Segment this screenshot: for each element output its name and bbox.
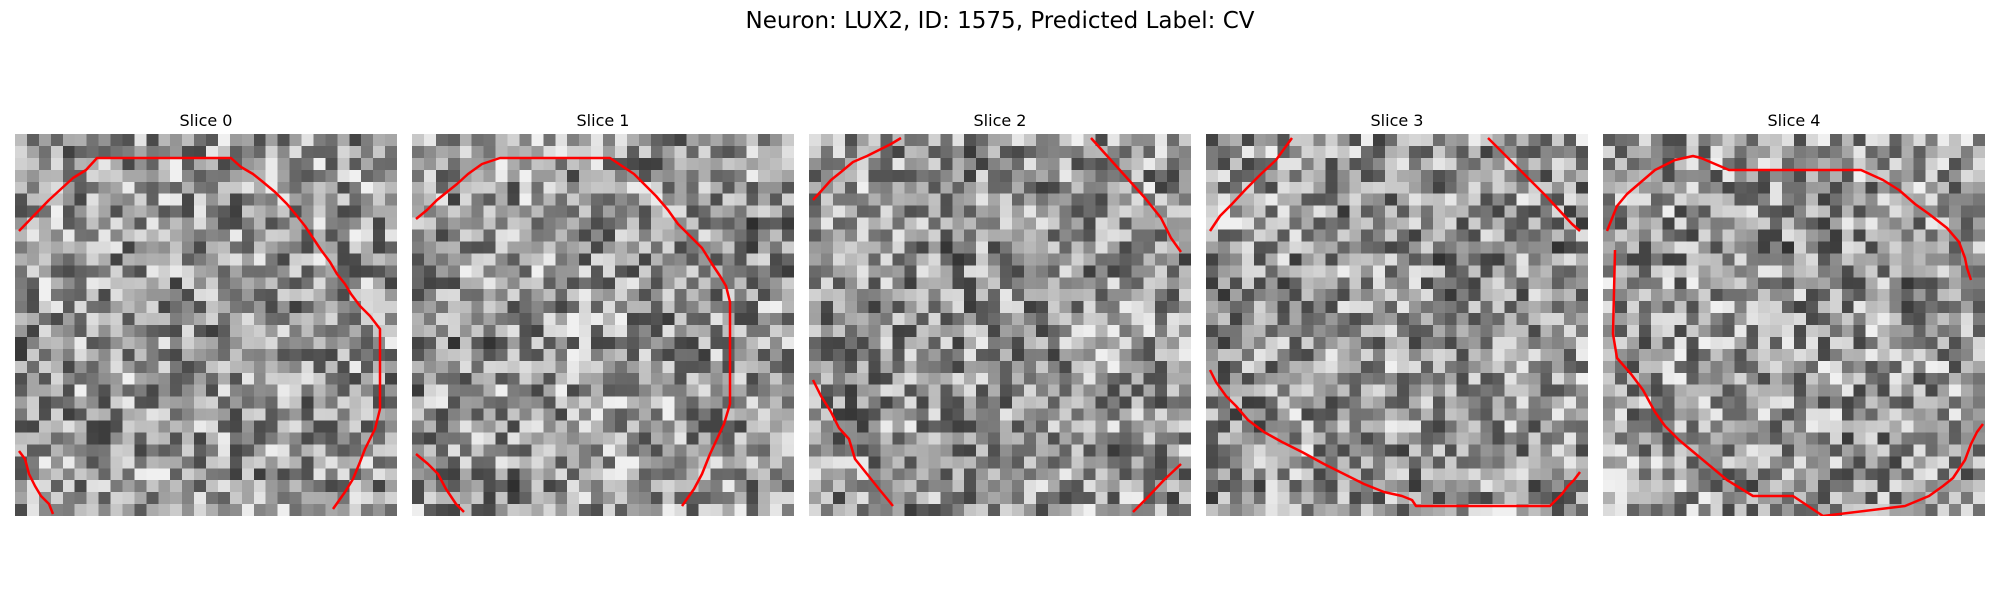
contour-overlay [18, 156, 382, 515]
contour-line [415, 453, 465, 513]
grayscale-texture [1206, 134, 1588, 516]
slice-panel-3: Slice 3 [1206, 108, 1588, 516]
contour-line [415, 156, 732, 507]
grayscale-texture [809, 134, 1191, 516]
slice-title: Slice 0 [179, 111, 233, 130]
contour-overlay [1208, 137, 1581, 508]
contour-line [1611, 249, 1984, 516]
slice-title: Slice 3 [1370, 111, 1424, 130]
slice-title: Slice 4 [1767, 111, 1821, 130]
contour-line [1487, 137, 1581, 232]
contour-line [18, 156, 382, 510]
contour-line [1605, 154, 1973, 281]
contour-line [18, 450, 55, 515]
grayscale-texture [15, 134, 397, 516]
contour-line [1208, 369, 1581, 508]
slice-panel-1: Slice 1 [412, 108, 794, 516]
contour-overlay [811, 136, 1183, 513]
contour-line [812, 136, 902, 201]
figure-title: Neuron: LUX2, ID: 1575, Predicted Label:… [745, 8, 1255, 34]
grayscale-texture [1603, 134, 1985, 516]
slice-panel-4: Slice 4 [1603, 108, 1985, 516]
slice-panel-2: Slice 2 [809, 108, 1191, 516]
slice-image [412, 134, 794, 516]
slice-title: Slice 1 [576, 111, 630, 130]
slice-image [15, 134, 397, 516]
slice-title: Slice 2 [973, 111, 1027, 130]
contour-line [1132, 463, 1182, 513]
contour-line [1090, 137, 1183, 253]
contour-line [1208, 137, 1294, 232]
contour-line [811, 379, 894, 507]
slice-image [1603, 134, 1985, 516]
contour-overlay [1605, 154, 1984, 516]
slice-image [1206, 134, 1588, 516]
slice-image [809, 134, 1191, 516]
contour-overlay [415, 156, 732, 513]
slice-panel-0: Slice 0 [15, 108, 397, 516]
